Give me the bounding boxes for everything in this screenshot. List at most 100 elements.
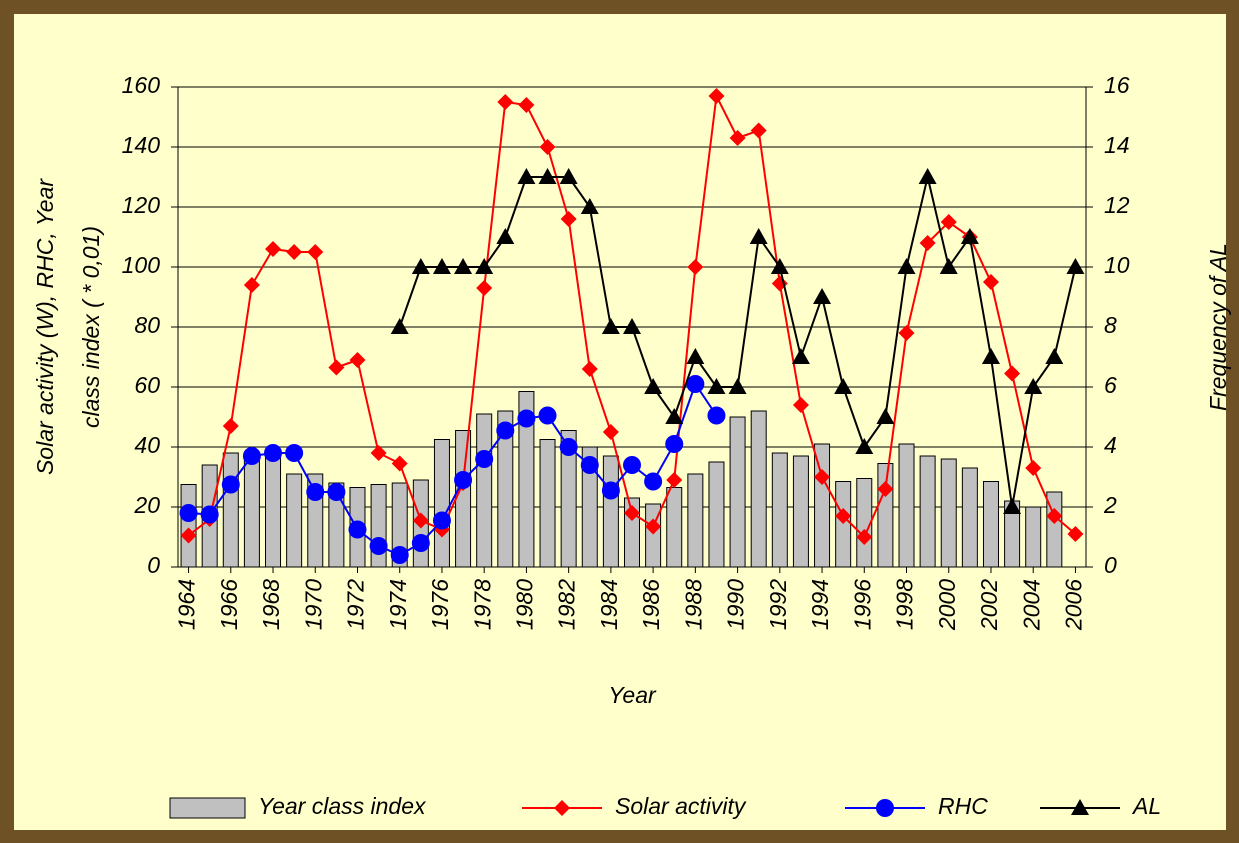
point [221,475,240,494]
point [728,378,747,394]
x-axis-title: Year [608,682,657,708]
legend-label: RHC [938,793,988,819]
point [665,435,684,453]
y2-axis-title: Frequency of AL [1205,243,1231,411]
bar [982,481,999,568]
point [601,318,620,334]
point [390,546,409,564]
point [200,505,219,524]
point [1045,348,1064,364]
bar [455,430,472,568]
point [707,406,726,425]
point [391,455,408,472]
point [707,378,726,394]
point [538,406,557,425]
x-tick-label: 1978 [469,579,495,630]
y2-tick-label: 2 [1103,492,1117,518]
y2-tick-label: 4 [1104,432,1117,458]
y2-tick-label: 6 [1104,372,1117,398]
bar [708,461,725,568]
point [1066,258,1085,274]
x-tick-label: 2006 [1061,579,1087,631]
bar [835,481,852,568]
point [264,444,283,462]
x-tick-label: 2002 [976,579,1002,631]
y2-tick-label: 8 [1104,312,1117,338]
x-tick-label: 2004 [1018,579,1044,631]
point [814,469,831,485]
point [560,211,577,227]
point [412,512,429,529]
point [602,424,619,440]
x-tick-label: 1980 [511,579,537,630]
point [242,447,261,465]
point [834,378,853,394]
point [1046,508,1063,524]
x-tick-label: 1986 [638,579,664,630]
bar [877,463,894,568]
legend-marker [876,799,894,817]
point [708,88,725,104]
point [411,258,430,274]
y-tick-label: 120 [122,192,161,218]
y-tick-label: 140 [122,132,161,158]
point [624,505,640,521]
bar [265,452,282,568]
point [791,348,810,364]
bar [792,455,809,568]
point [877,481,894,497]
point [856,529,873,545]
point [265,241,282,257]
point [644,378,663,394]
point [539,139,556,155]
point [475,258,494,274]
point [749,228,768,244]
bar [286,473,303,568]
x-tick-label: 1996 [849,579,875,630]
point [666,472,683,488]
point [792,397,809,413]
point [876,408,895,424]
bar [940,458,957,568]
bar [729,416,746,568]
x-tick-label: 1992 [765,579,791,630]
bar [539,439,556,568]
x-tick-label: 1972 [343,579,369,630]
point [179,504,198,522]
bar [771,452,788,568]
y2-tick-label: 0 [1104,552,1117,578]
point [497,94,514,110]
y-tick-label: 100 [122,252,161,278]
point [855,438,874,454]
y2-tick-label: 14 [1104,132,1130,158]
x-tick-label: 2000 [934,579,960,631]
point [1067,526,1084,542]
point [665,408,684,424]
y-tick-label: 20 [133,492,160,518]
point [243,277,260,293]
x-tick-label: 1984 [596,579,622,630]
legend-marker [1071,799,1089,815]
point [982,274,999,290]
bar [750,410,767,568]
y-tick-label: 40 [134,432,160,458]
bar [180,484,197,568]
bar [222,452,239,568]
legend: Year class index Solar activity RHC AL [169,793,1161,819]
point [770,258,789,274]
point [623,456,641,474]
x-tick-label: 1968 [258,579,284,630]
point [285,444,304,462]
point [981,348,1000,364]
point [496,228,515,244]
bar [433,439,450,568]
point [918,168,937,184]
plot-border [177,86,1087,568]
chart-panel [14,14,1226,830]
point [432,511,451,530]
y-tick-label: 160 [122,72,161,98]
point [411,534,430,552]
point [517,409,536,428]
point [686,375,705,393]
